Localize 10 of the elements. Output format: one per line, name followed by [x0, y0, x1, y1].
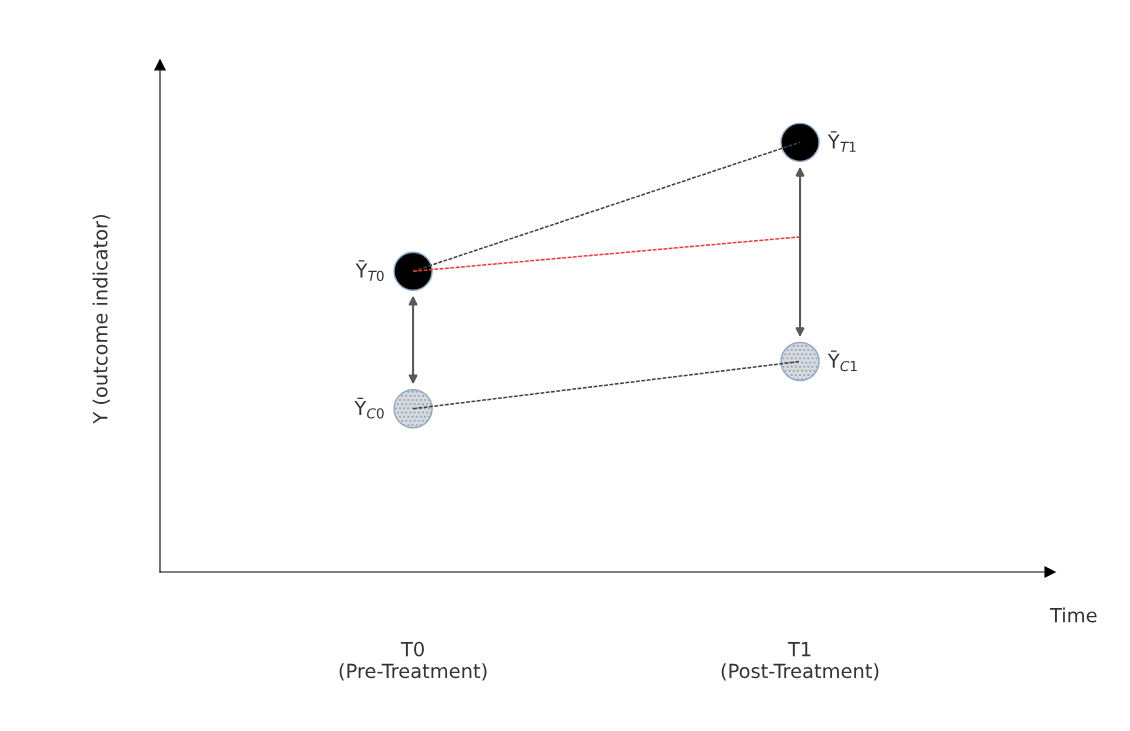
x-tick-label: T0 (Pre-Treatment)	[339, 641, 487, 681]
annotation: Ȳ$_{T0}$	[355, 260, 384, 281]
point	[393, 251, 433, 291]
x-axis-title: Time	[1049, 607, 1097, 623]
annotation: Ȳ$_{T1}$	[827, 131, 856, 152]
x-tick-label: T1 (Post-Treatment)	[721, 642, 879, 681]
point	[780, 122, 820, 163]
annotation: Ȳ$_{C1}$	[827, 350, 857, 372]
annotation: Ȳ$_{C0}$	[354, 397, 384, 419]
y-axis-title: Y (outcome indicator)	[92, 215, 110, 424]
